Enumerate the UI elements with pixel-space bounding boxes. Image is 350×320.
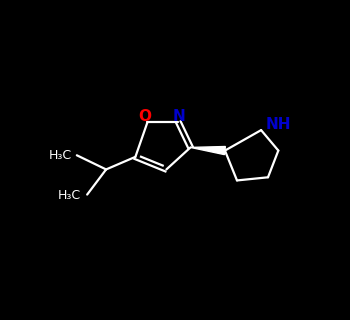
Text: N: N [173,109,186,124]
Text: O: O [139,109,152,124]
Text: NH: NH [265,117,291,132]
Text: H₃C: H₃C [58,189,81,202]
Polygon shape [190,147,225,155]
Text: H₃C: H₃C [49,149,72,162]
